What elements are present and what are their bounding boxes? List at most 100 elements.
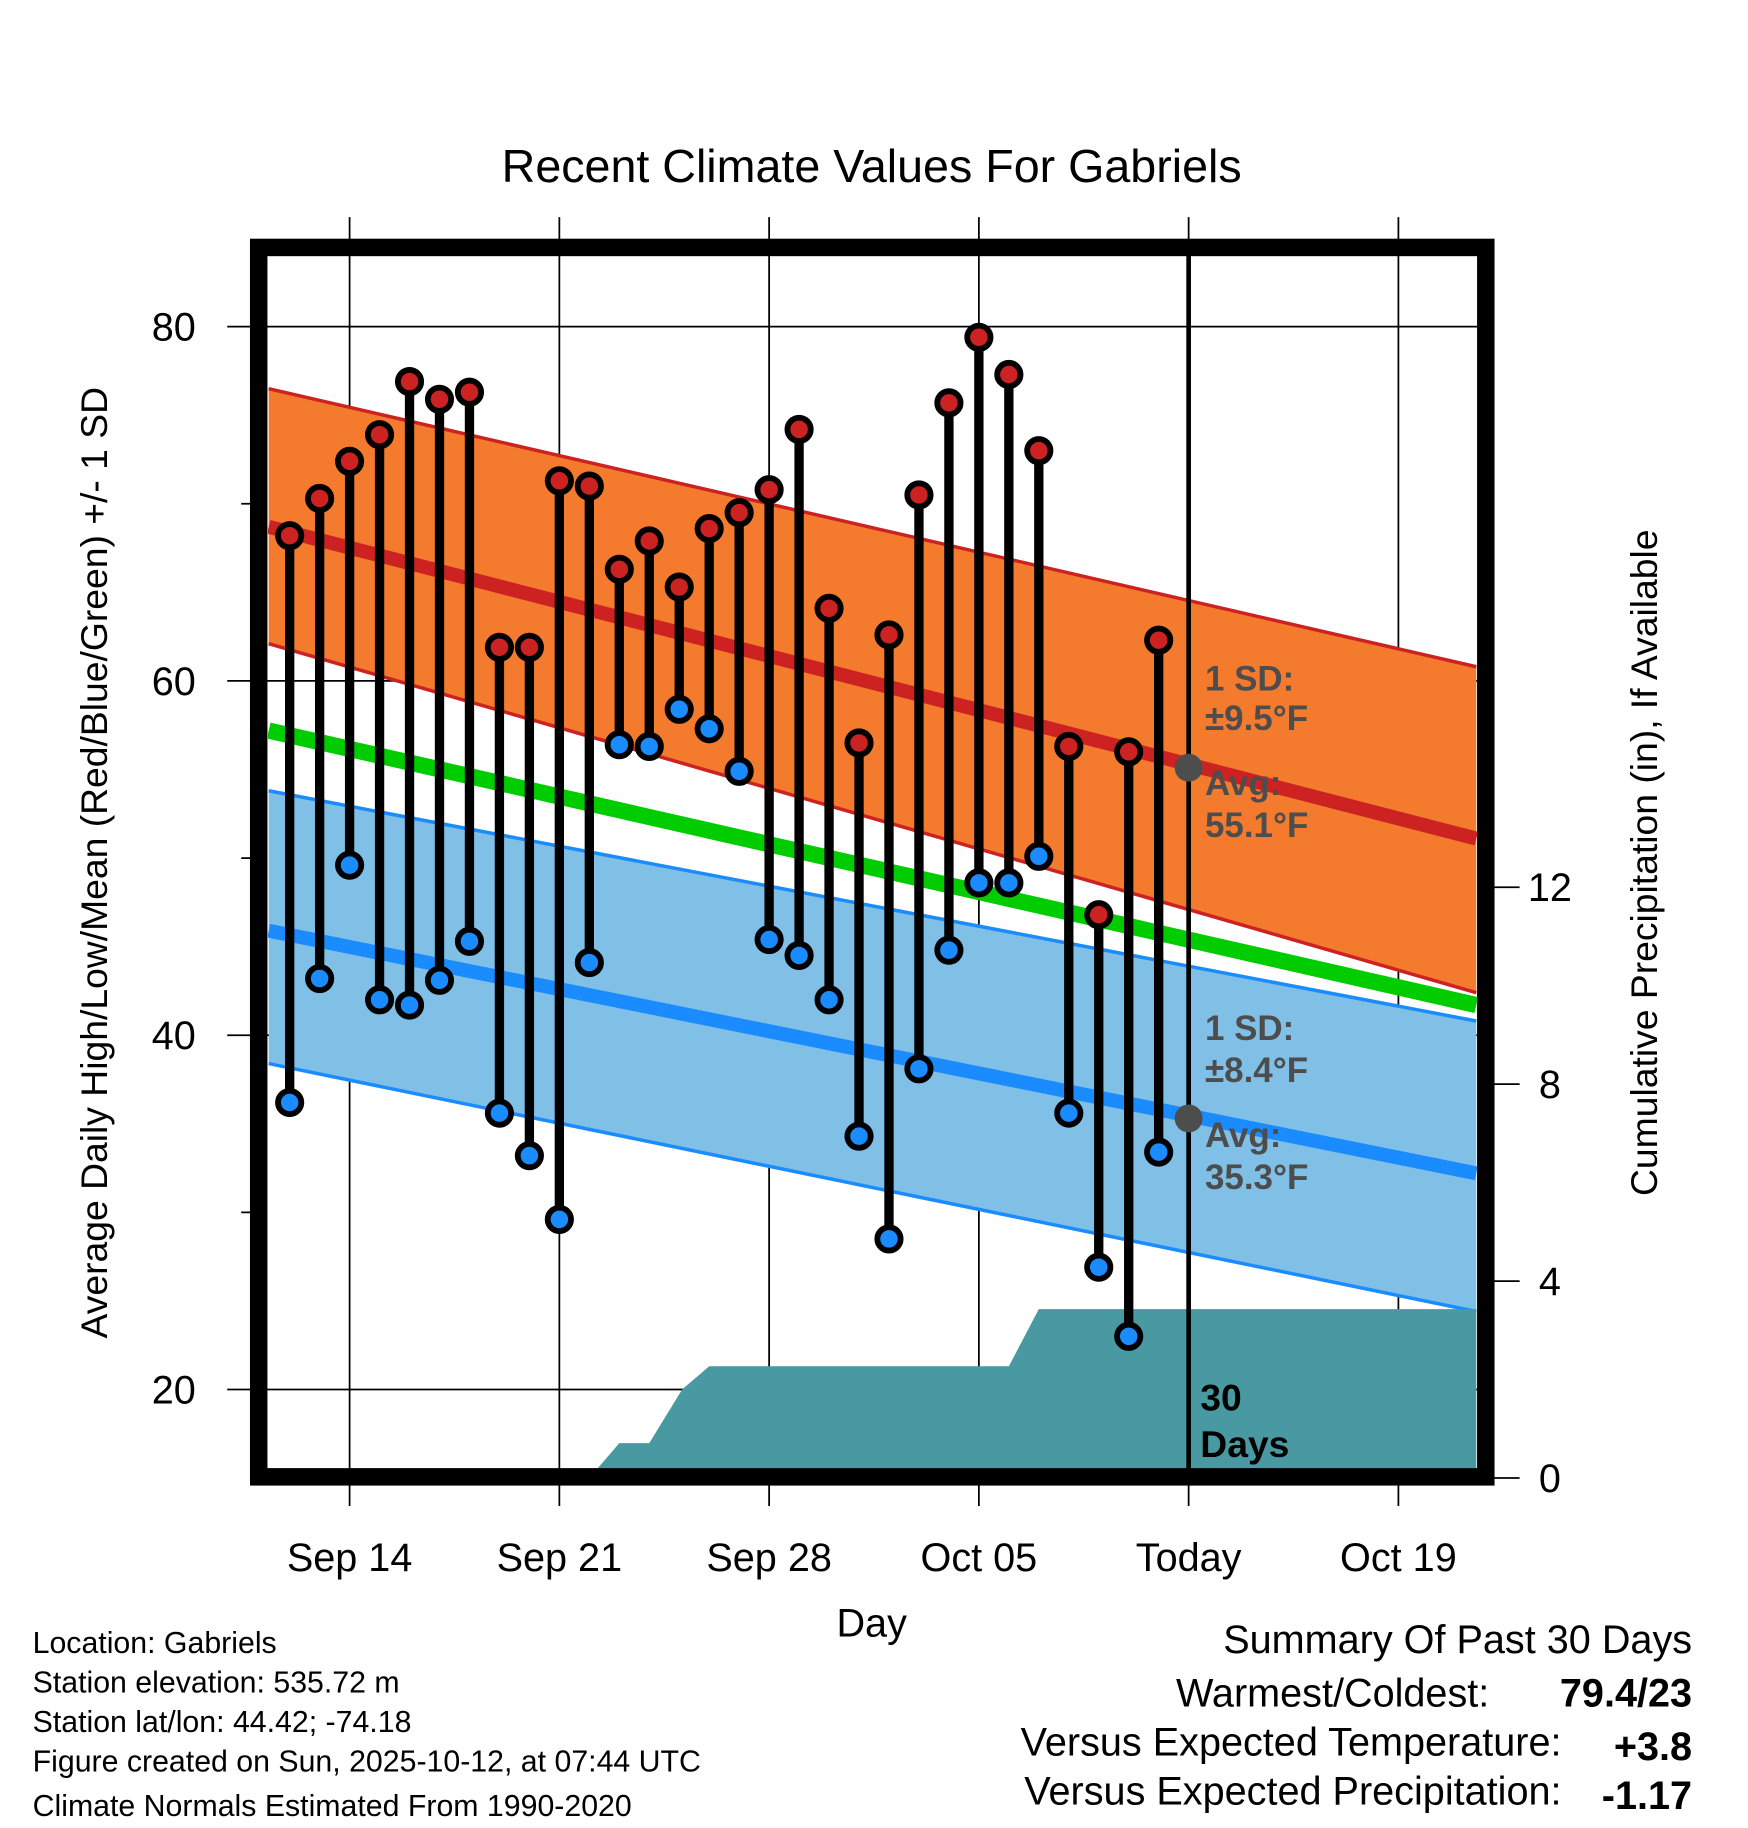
low-normal-line bbox=[268, 923, 1478, 1181]
annotation-high-sd-line2: ±9.5°F bbox=[1205, 699, 1308, 738]
low-point bbox=[964, 868, 994, 898]
footer-normals: Climate Normals Estimated From 1990-2020 bbox=[33, 1790, 632, 1823]
low-point bbox=[1054, 1098, 1084, 1128]
high-point bbox=[784, 414, 814, 444]
high-point bbox=[364, 420, 395, 450]
annotation-low-avg-line1: Avg: bbox=[1205, 1116, 1281, 1155]
low-point bbox=[1114, 1321, 1144, 1351]
high-point bbox=[1084, 900, 1114, 930]
high-point bbox=[514, 632, 544, 662]
footer-created: Figure created on Sun, 2025-10-12, at 07… bbox=[33, 1746, 701, 1779]
low-point bbox=[1084, 1252, 1114, 1282]
summary-precip-value: -1.17 bbox=[1602, 1774, 1692, 1818]
x-tick-label: Oct 05 bbox=[921, 1536, 1038, 1580]
low-point bbox=[364, 985, 395, 1015]
high-point bbox=[814, 593, 844, 623]
summary-temp-label: Versus Expected Temperature: bbox=[1021, 1720, 1562, 1764]
low-point bbox=[934, 935, 964, 965]
high-point bbox=[484, 632, 514, 662]
annotation-high-avg-line2: 55.1°F bbox=[1205, 806, 1308, 845]
period-label-number: 30 bbox=[1200, 1376, 1241, 1418]
high-point bbox=[1054, 731, 1084, 762]
summary-warm-cold-value: 79.4/23 bbox=[1560, 1671, 1692, 1715]
x-tick-label: Oct 19 bbox=[1340, 1536, 1457, 1580]
footer-location: Location: Gabriels bbox=[33, 1627, 277, 1660]
axes: Sep 14 Sep 21 Sep 28 Oct 05 Today Oct 1980604… bbox=[152, 306, 1572, 1581]
plot-frame bbox=[249, 238, 1495, 1486]
high-sd-band bbox=[268, 388, 1477, 993]
low-point bbox=[814, 985, 844, 1015]
low-point bbox=[305, 963, 335, 994]
high-point bbox=[904, 480, 934, 510]
low-point bbox=[724, 756, 754, 786]
y-right-tick-label: 0 bbox=[1539, 1457, 1561, 1501]
x-tick-label: Sep 21 bbox=[497, 1536, 623, 1580]
plot-area bbox=[268, 386, 1478, 1469]
low-point bbox=[1024, 841, 1054, 871]
y-tick-label: 40 bbox=[152, 1014, 196, 1058]
y-right-tick-label: 12 bbox=[1528, 866, 1572, 910]
high-point bbox=[305, 483, 335, 514]
low-point bbox=[664, 694, 694, 724]
low-sd-band-lower-edge bbox=[268, 1061, 1477, 1314]
x-tick-label: Today bbox=[1136, 1536, 1242, 1580]
high-point bbox=[994, 359, 1024, 390]
high-point bbox=[694, 514, 724, 544]
summary: Summary Of Past 30 Days Warmest/Coldest:… bbox=[1021, 1618, 1692, 1818]
low-point bbox=[544, 1204, 574, 1234]
today-high-avg-dot bbox=[1174, 753, 1203, 782]
high-point bbox=[1024, 436, 1054, 466]
y-tick-label: 80 bbox=[152, 306, 196, 350]
footer-latlon: Station lat/lon: 44.42; -74.18 bbox=[33, 1706, 412, 1739]
high-point bbox=[634, 526, 664, 556]
summary-temp-value: +3.8 bbox=[1614, 1725, 1692, 1769]
low-point bbox=[994, 868, 1024, 898]
high-point bbox=[424, 384, 455, 414]
high-point bbox=[754, 475, 784, 505]
summary-title: Summary Of Past 30 Days bbox=[1223, 1618, 1692, 1662]
low-point bbox=[275, 1087, 305, 1118]
x-axis-label: Day bbox=[836, 1602, 907, 1646]
low-point bbox=[335, 850, 365, 880]
low-point bbox=[454, 926, 485, 956]
high-point bbox=[844, 728, 874, 758]
y-tick-label: 60 bbox=[152, 660, 196, 704]
low-point bbox=[394, 990, 425, 1020]
low-point bbox=[904, 1054, 934, 1084]
low-point bbox=[874, 1224, 904, 1254]
annotation-low-avg-line2: 35.3°F bbox=[1205, 1158, 1308, 1197]
low-point bbox=[604, 730, 634, 760]
y-right-tick-label: 8 bbox=[1539, 1063, 1561, 1107]
high-point bbox=[544, 466, 574, 496]
annotation-low-sd-line2: ±8.4°F bbox=[1205, 1051, 1308, 1090]
high-point bbox=[934, 388, 964, 418]
y-right-tick-label: 4 bbox=[1539, 1260, 1561, 1304]
chart-title: Recent Climate Values For Gabriels bbox=[502, 140, 1242, 192]
high-point bbox=[574, 471, 604, 501]
low-point bbox=[754, 924, 784, 955]
low-point bbox=[844, 1121, 874, 1151]
low-point bbox=[1144, 1137, 1174, 1167]
high-point bbox=[874, 620, 904, 650]
y-right-axis-label: Cumulative Precipitation (in), If Availa… bbox=[1623, 529, 1665, 1196]
high-point bbox=[724, 498, 754, 528]
high-point bbox=[394, 367, 425, 397]
high-point bbox=[335, 446, 365, 476]
high-point bbox=[1144, 625, 1174, 655]
low-point bbox=[574, 948, 604, 978]
low-point bbox=[784, 940, 814, 971]
summary-precip-label: Versus Expected Precipitation: bbox=[1024, 1769, 1561, 1813]
annotation-high-sd-line1: 1 SD: bbox=[1205, 659, 1294, 698]
annotation-high-avg-line1: Avg: bbox=[1205, 764, 1281, 803]
low-point bbox=[634, 731, 664, 762]
high-point bbox=[454, 377, 485, 407]
footer: Location: Gabriels Station elevation: 53… bbox=[33, 1627, 701, 1823]
x-tick-label: Sep 28 bbox=[706, 1536, 832, 1580]
low-point bbox=[424, 965, 455, 995]
high-point bbox=[275, 521, 305, 551]
high-point bbox=[664, 572, 694, 602]
x-tick-label: Sep 14 bbox=[287, 1536, 413, 1580]
y-tick-label: 20 bbox=[152, 1368, 196, 1412]
